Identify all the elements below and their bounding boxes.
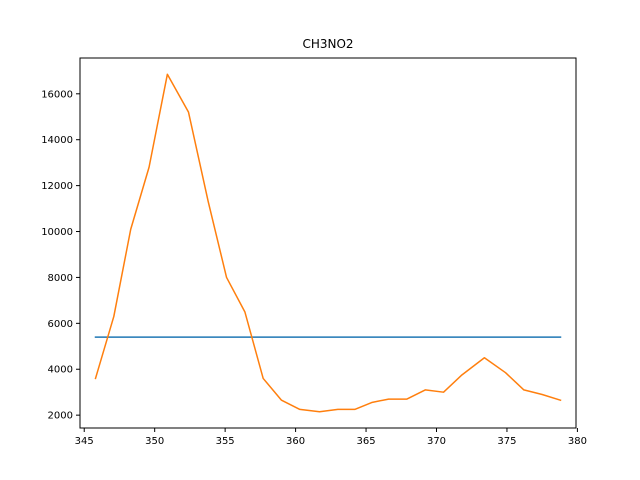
y-tick-label: 12000 [41,181,73,192]
series-layer [94,73,562,413]
series-line-2 [94,73,562,413]
y-tick-label: 16000 [41,89,73,100]
x-tick-label: 345 [75,436,94,447]
y-tick-label: 14000 [41,135,73,146]
x-tick-label: 380 [568,436,587,447]
y-tick-label: 10000 [41,227,73,238]
chart-title: CH3NO2 [302,37,353,51]
plot-frame [79,57,577,429]
x-tick-label: 370 [427,436,446,447]
x-tick-label: 360 [286,436,305,447]
y-tick-label: 6000 [48,319,73,330]
x-tick-label: 355 [216,436,235,447]
y-tick-label: 8000 [48,273,73,284]
y-tick-label: 2000 [48,411,73,422]
x-tick-label: 365 [356,436,375,447]
x-tick-label: 350 [145,436,164,447]
axes-layer: 345 350 355 360 365 370 375 380 2000 4000 6000 8000… [41,89,587,447]
y-tick-label: 4000 [48,365,73,376]
x-tick-label: 375 [497,436,516,447]
